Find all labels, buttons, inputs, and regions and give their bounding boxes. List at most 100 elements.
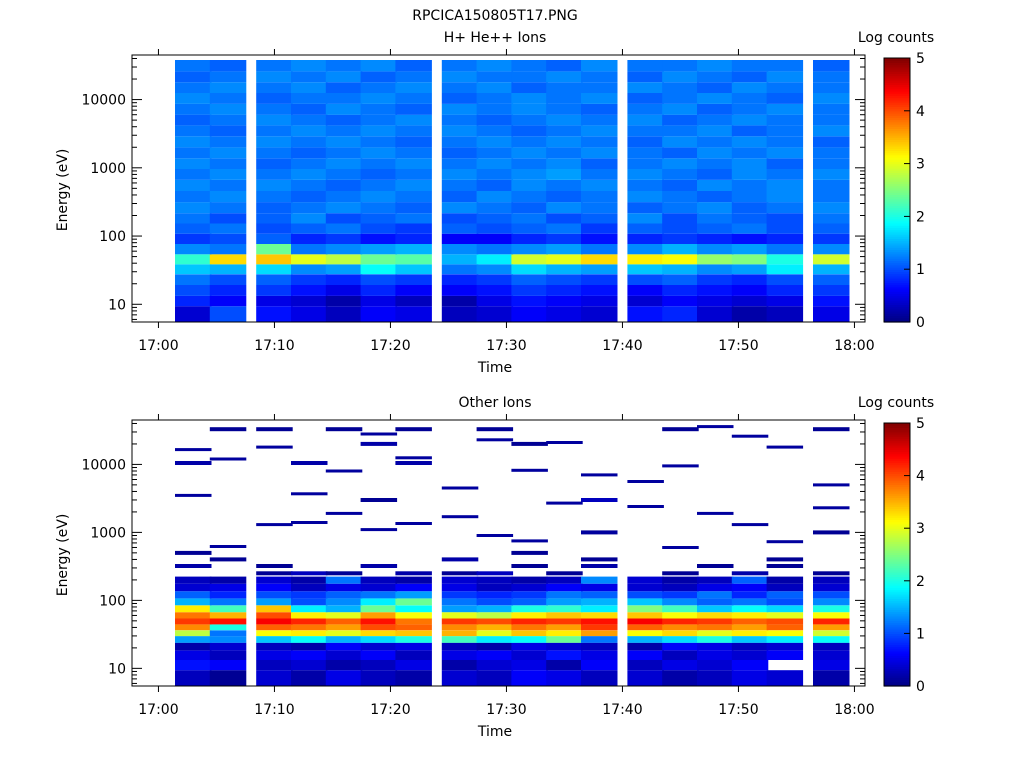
- heatmap-cell: [209, 598, 247, 606]
- heatmap-cell: [731, 213, 769, 224]
- heatmap-cell: [291, 618, 328, 625]
- heatmap-cell: [813, 158, 850, 169]
- sparse-count-line: [360, 432, 398, 436]
- heatmap-cell: [476, 642, 514, 651]
- colorbar-swatch: [884, 106, 910, 110]
- heatmap-cell: [697, 233, 734, 244]
- heatmap-cell: [581, 114, 618, 126]
- heatmap-cell: [325, 169, 363, 180]
- heatmap-cell: [325, 125, 363, 137]
- heatmap-cell: [581, 670, 618, 686]
- colorbar-swatch: [884, 258, 910, 261]
- heatmap-cell: [360, 605, 398, 613]
- colorbar-swatch: [884, 172, 910, 176]
- heatmap-cell: [291, 670, 328, 686]
- heatmap-cell: [209, 285, 247, 296]
- heatmap-cell: [662, 254, 699, 265]
- heatmap-cell: [441, 93, 479, 104]
- heatmap-cell: [256, 202, 293, 214]
- heatmap-cell: [813, 60, 850, 72]
- heatmap-cell: [546, 147, 583, 159]
- colorbar-swatch: [884, 449, 910, 453]
- heatmap-cell: [731, 244, 769, 255]
- heatmap-cell: [546, 306, 583, 322]
- colorbar-swatch: [884, 639, 910, 643]
- heatmap-cell: [441, 254, 479, 265]
- heatmap-cell: [546, 576, 583, 584]
- heatmap-cell: [291, 571, 328, 576]
- x-tick-label: 17:50: [718, 338, 758, 354]
- heatmap-cell: [766, 605, 804, 613]
- y-axis: 10 100 1000 10000: [81, 422, 865, 684]
- heatmap-cell: [627, 618, 664, 625]
- y-tick-label: 10: [108, 297, 126, 313]
- heatmap-cell: [813, 71, 850, 83]
- heatmap-cell: [813, 605, 850, 613]
- heatmap-cell: [209, 71, 247, 83]
- heatmap-cell: [291, 233, 328, 244]
- heatmap-cell: [256, 254, 293, 265]
- heatmap-cell: [546, 213, 583, 224]
- heatmap-cell: [175, 576, 212, 584]
- heatmap-cell: [291, 147, 328, 159]
- heatmap-cell: [511, 223, 548, 234]
- heatmap-cell: [360, 650, 398, 660]
- colorbar-swatch: [884, 203, 910, 206]
- colorbar-swatch: [884, 670, 910, 674]
- heatmap-cell: [325, 605, 363, 613]
- heatmap-cell: [360, 202, 398, 214]
- heatmap-cell: [766, 254, 804, 265]
- sparse-count-line: [325, 469, 363, 473]
- colorbar-swatch: [884, 664, 910, 667]
- heatmap-cell: [476, 82, 514, 93]
- heatmap-cell: [395, 642, 432, 651]
- colorbar-swatch: [884, 521, 910, 525]
- heatmap-cell: [581, 136, 618, 148]
- colorbar-swatch: [884, 141, 910, 145]
- heatmap-cell: [766, 136, 804, 148]
- heatmap-cell: [175, 213, 212, 224]
- heatmap-cell: [546, 670, 583, 686]
- heatmap-cell: [325, 630, 363, 637]
- heatmap-cell: [697, 60, 734, 72]
- heatmap-cell: [325, 612, 363, 619]
- y-tick-label: 1000: [90, 525, 126, 541]
- sparse-count-line: [476, 438, 514, 442]
- heatmap-cell: [175, 82, 212, 93]
- sparse-count-line: [175, 448, 212, 452]
- heatmap-cell: [476, 169, 514, 180]
- colorbar-swatch: [884, 475, 910, 479]
- colorbar-swatch: [884, 223, 910, 226]
- heatmap-cell: [731, 605, 769, 613]
- heatmap-cell: [441, 642, 479, 651]
- heatmap-cell: [209, 233, 247, 244]
- colorbar-swatch: [884, 455, 910, 459]
- heatmap-cell: [476, 264, 514, 275]
- heatmap-cell: [291, 461, 328, 465]
- colorbar-swatch: [884, 618, 910, 621]
- colorbar-tick-label: 1: [916, 626, 925, 642]
- heatmap-cell: [175, 114, 212, 126]
- heatmap-cell: [731, 180, 769, 191]
- heatmap-cell: [581, 295, 618, 307]
- heatmap-cell: [731, 169, 769, 180]
- colorbar-swatch: [884, 82, 910, 85]
- heatmap-cell: [511, 636, 548, 643]
- colorbar-swatch: [884, 545, 910, 549]
- colorbar-swatch: [884, 275, 910, 279]
- colorbar-swatch: [884, 278, 910, 281]
- colorbar-swatch: [884, 165, 910, 169]
- heatmap-cell: [627, 169, 664, 180]
- heatmap-cell: [627, 191, 664, 203]
- colorbar-tick-label: 3: [916, 521, 925, 537]
- colorbar-swatch: [884, 477, 910, 481]
- sparse-count-line: [731, 434, 769, 438]
- x-tick-label: 17:20: [370, 338, 410, 354]
- colorbar-swatch: [884, 534, 910, 538]
- heatmap-cell: [256, 630, 293, 637]
- heatmap-cell: [581, 306, 618, 322]
- heatmap-cell: [256, 191, 293, 203]
- heatmap-cell: [360, 624, 398, 631]
- heatmap-cell: [766, 670, 804, 686]
